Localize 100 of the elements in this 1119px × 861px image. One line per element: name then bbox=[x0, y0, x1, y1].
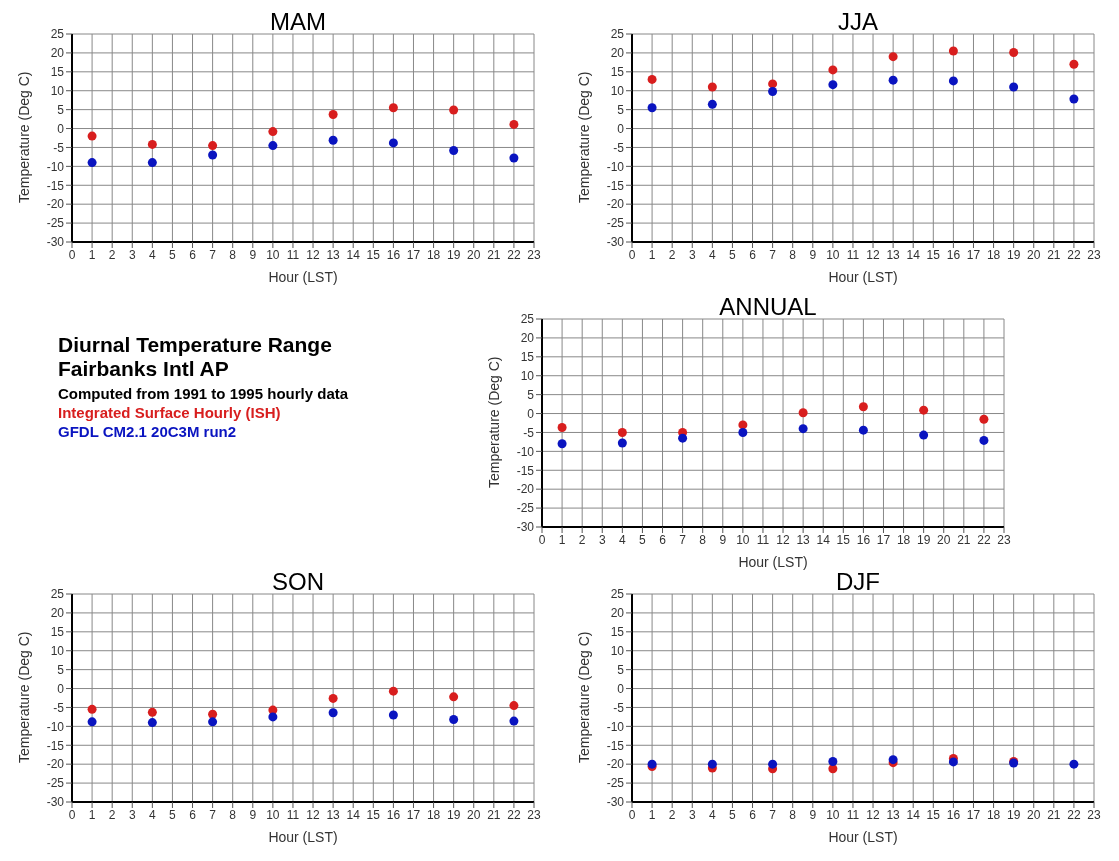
x-tick-label: 18 bbox=[426, 247, 441, 262]
x-tick-label: 17 bbox=[406, 807, 421, 822]
y-tick-label: -20 bbox=[606, 197, 625, 212]
x-tick-label: 16 bbox=[946, 247, 961, 262]
x-tick-label: 9 bbox=[809, 247, 817, 262]
x-tick-label: 11 bbox=[286, 247, 300, 262]
x-tick-label: 12 bbox=[866, 807, 881, 822]
x-tick-label: 20 bbox=[467, 807, 481, 822]
x-tick-label: 0 bbox=[628, 247, 636, 262]
y-tick-label: -20 bbox=[516, 482, 535, 497]
y-tick-label: -5 bbox=[613, 700, 625, 715]
x-tick-label: 12 bbox=[306, 247, 321, 262]
x-tick-label: 14 bbox=[906, 247, 921, 262]
x-tick-label: 20 bbox=[1027, 807, 1041, 822]
y-tick-label: 25 bbox=[520, 312, 535, 327]
x-tick-label: 11 bbox=[286, 807, 300, 822]
x-tick-label: 23 bbox=[997, 532, 1011, 547]
y-tick-label: -20 bbox=[46, 197, 65, 212]
x-tick-label: 14 bbox=[816, 532, 831, 547]
x-tick-label: 3 bbox=[598, 532, 606, 547]
x-tick-label: 4 bbox=[709, 247, 716, 262]
x-axis-title: Hour (LST) bbox=[828, 269, 898, 285]
x-tick-label: 8 bbox=[789, 807, 797, 822]
y-tick-label: -5 bbox=[613, 140, 625, 155]
x-tick-label: 10 bbox=[266, 247, 280, 262]
x-tick-label: 3 bbox=[688, 247, 696, 262]
x-tick-label: 10 bbox=[736, 532, 750, 547]
y-tick-label: 15 bbox=[610, 625, 625, 640]
x-tick-label: 3 bbox=[128, 247, 136, 262]
x-axis-title: Hour (LST) bbox=[268, 269, 338, 285]
y-tick-label: -25 bbox=[606, 216, 625, 231]
y-tick-label: -25 bbox=[46, 776, 65, 791]
x-tick-label: 16 bbox=[946, 807, 961, 822]
x-tick-label: 13 bbox=[886, 807, 901, 822]
x-tick-label: 22 bbox=[507, 247, 521, 262]
x-tick-label: 16 bbox=[856, 532, 871, 547]
y-tick-label: 25 bbox=[50, 27, 65, 42]
x-tick-label: 2 bbox=[578, 532, 586, 547]
y-tick-label: 15 bbox=[50, 625, 65, 640]
y-tick-label: 25 bbox=[610, 587, 625, 602]
y-tick-label: -10 bbox=[46, 159, 65, 174]
x-tick-label: 1 bbox=[88, 807, 96, 822]
x-tick-label: 8 bbox=[229, 247, 237, 262]
y-tick-label: 15 bbox=[610, 65, 625, 80]
y-tick-label: 15 bbox=[520, 350, 535, 365]
x-tick-label: 15 bbox=[926, 247, 941, 262]
x-tick-label: 15 bbox=[366, 247, 381, 262]
y-tick-label: 10 bbox=[50, 83, 65, 98]
y-tick-label: 5 bbox=[617, 102, 625, 117]
x-tick-label: 21 bbox=[1047, 807, 1061, 822]
y-axis-title: Temperature (Deg C) bbox=[575, 631, 592, 763]
y-tick-label: -15 bbox=[46, 738, 65, 753]
y-tick-label: 5 bbox=[617, 662, 625, 677]
y-tick-label: 25 bbox=[50, 587, 65, 602]
x-tick-label: 8 bbox=[229, 807, 237, 822]
x-axis-title: Hour (LST) bbox=[268, 829, 338, 845]
x-tick-label: 12 bbox=[776, 532, 791, 547]
x-tick-label: 22 bbox=[507, 807, 521, 822]
x-tick-label: 6 bbox=[189, 807, 197, 822]
x-tick-label: 20 bbox=[937, 532, 951, 547]
x-axis-title: Hour (LST) bbox=[828, 829, 898, 845]
x-tick-label: 8 bbox=[789, 247, 797, 262]
x-tick-label: 10 bbox=[826, 807, 840, 822]
x-tick-label: 23 bbox=[527, 807, 541, 822]
chart-title: ANNUAL bbox=[719, 293, 817, 320]
y-axis-title: Temperature (Deg C) bbox=[15, 631, 32, 763]
x-tick-label: 1 bbox=[88, 247, 96, 262]
x-tick-label: 19 bbox=[1006, 807, 1021, 822]
y-tick-label: 20 bbox=[520, 331, 535, 346]
y-tick-label: -25 bbox=[516, 501, 535, 516]
x-tick-label: 14 bbox=[906, 807, 921, 822]
y-tick-label: -30 bbox=[606, 235, 625, 250]
x-tick-label: 11 bbox=[846, 807, 860, 822]
x-tick-label: 17 bbox=[966, 807, 981, 822]
legend-label: GFDL CM2.1 20C3M run2 bbox=[58, 423, 238, 440]
x-tick-label: 23 bbox=[1087, 807, 1101, 822]
x-tick-label: 2 bbox=[108, 247, 116, 262]
y-tick-label: 5 bbox=[57, 662, 65, 677]
chart-title: SON bbox=[271, 568, 324, 595]
y-tick-label: 5 bbox=[57, 102, 65, 117]
x-tick-label: 19 bbox=[916, 532, 931, 547]
x-tick-label: 7 bbox=[209, 807, 217, 822]
x-tick-label: 5 bbox=[639, 532, 647, 547]
y-tick-label: -5 bbox=[53, 700, 65, 715]
chart-title: MAM bbox=[270, 8, 326, 35]
y-tick-label: -20 bbox=[606, 757, 625, 772]
x-tick-label: 7 bbox=[769, 247, 777, 262]
y-tick-label: -15 bbox=[46, 178, 65, 193]
x-tick-label: 0 bbox=[68, 247, 76, 262]
y-tick-label: 20 bbox=[610, 606, 625, 621]
x-tick-label: 22 bbox=[977, 532, 991, 547]
x-tick-label: 20 bbox=[1027, 247, 1041, 262]
y-tick-label: 0 bbox=[57, 681, 65, 696]
x-tick-label: 21 bbox=[957, 532, 971, 547]
x-tick-label: 19 bbox=[446, 247, 461, 262]
x-tick-label: 0 bbox=[68, 807, 76, 822]
x-tick-label: 19 bbox=[1006, 247, 1021, 262]
x-tick-label: 18 bbox=[896, 532, 911, 547]
y-tick-label: 20 bbox=[50, 46, 65, 61]
x-tick-label: 23 bbox=[527, 247, 541, 262]
